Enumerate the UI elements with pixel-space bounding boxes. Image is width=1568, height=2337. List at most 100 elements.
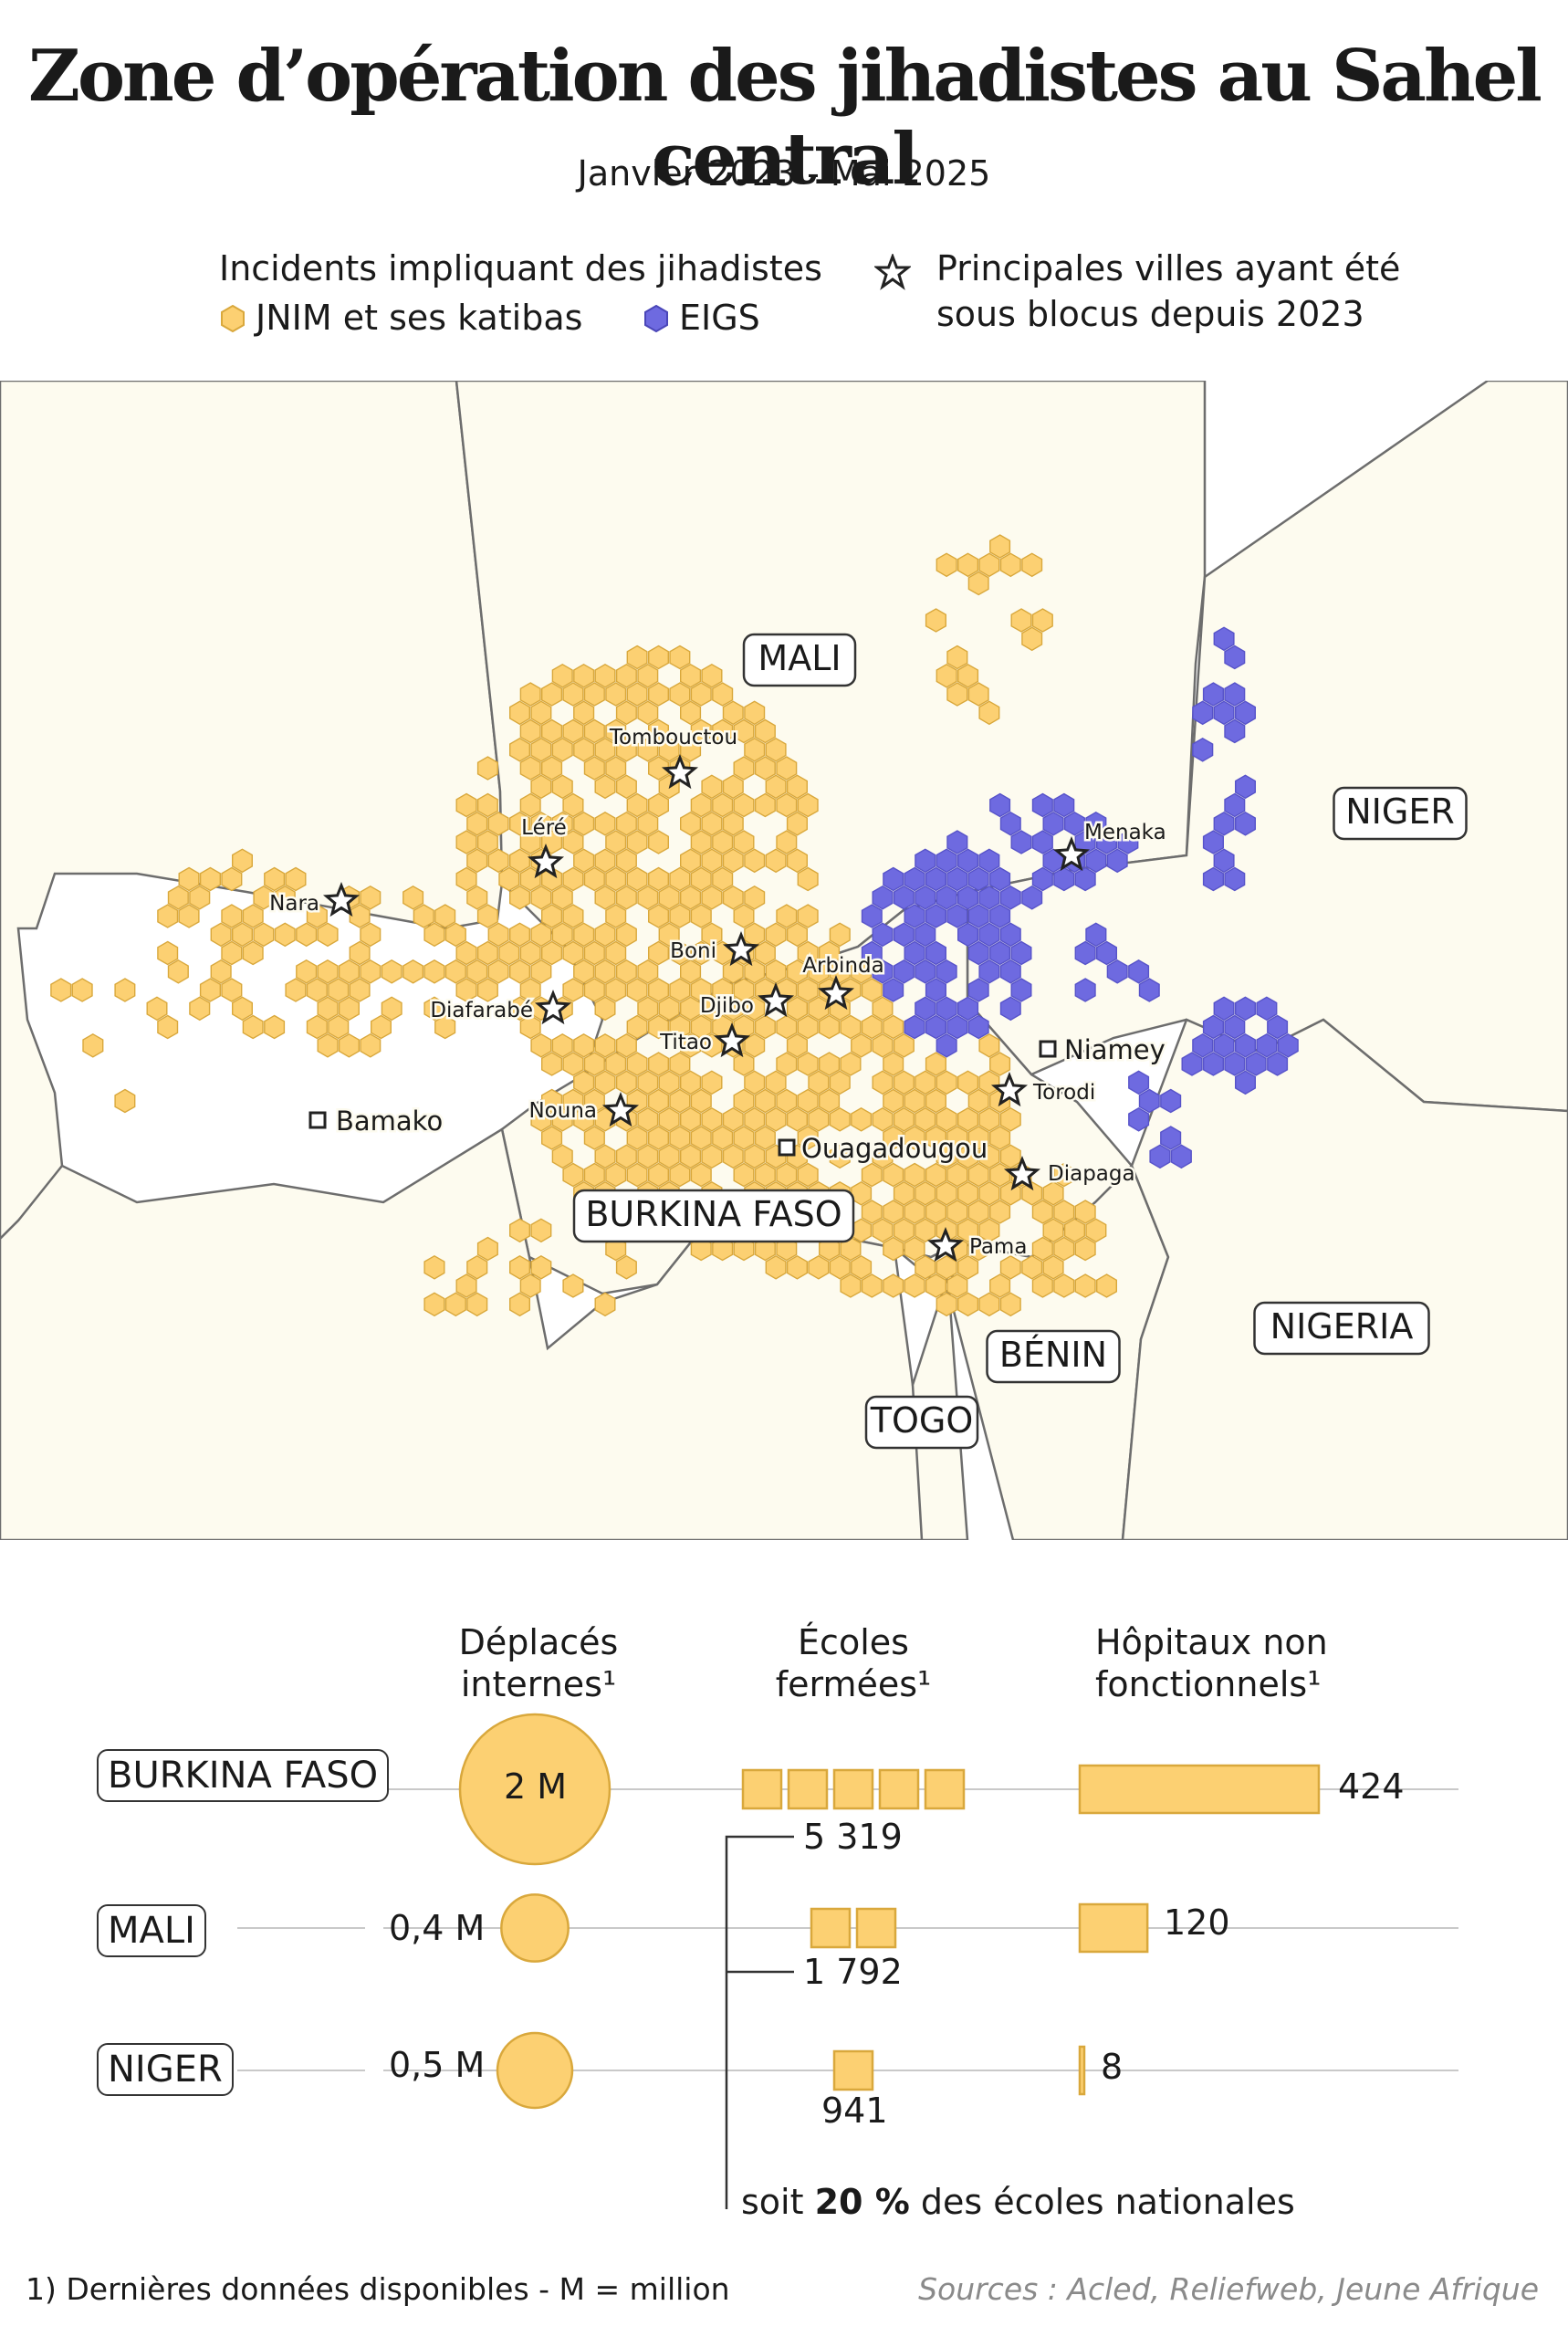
header-displaced: Déplacés internes¹ xyxy=(438,1621,639,1705)
jnim-incident-hex xyxy=(648,718,669,744)
jnim-incident-hex xyxy=(381,996,402,1022)
jnim-incident-hex xyxy=(573,737,595,762)
jnim-incident-hex xyxy=(157,1014,179,1040)
schools-note-post: des écoles nationales xyxy=(909,2182,1295,2222)
map-markers xyxy=(308,753,1091,1263)
jnim-incident-hex xyxy=(573,663,595,688)
jnim-incident-hex xyxy=(626,866,648,892)
jnim-incident-hex xyxy=(808,1070,830,1095)
jnim-incident-hex xyxy=(893,1070,915,1095)
jnim-incident-hex xyxy=(530,1218,552,1243)
jnim-incident-hex xyxy=(722,996,744,1022)
jnim-incident-hex xyxy=(1031,1236,1053,1262)
eigs-incident-hex xyxy=(936,996,957,1022)
jnim-incident-hex xyxy=(956,1180,979,1206)
jnim-incident-hex xyxy=(754,792,776,818)
jnim-incident-hex xyxy=(765,1254,787,1280)
eigs-incident-hex xyxy=(1074,978,1096,1002)
jnim-incident-hex xyxy=(626,645,648,670)
schools-mali: 1 792 xyxy=(803,1952,903,1992)
jnim-incident-hex xyxy=(872,996,894,1022)
jnim-incident-hex xyxy=(402,885,424,910)
jnim-incident-hex xyxy=(999,1144,1021,1169)
eigs-incident-hex xyxy=(904,1014,925,1040)
page-title: Zone d’opération des jihadistes au Sahel… xyxy=(28,35,1542,201)
jnim-hex-icon xyxy=(221,305,245,332)
jnim-incident-hex xyxy=(904,1088,925,1114)
jnim-incident-hex xyxy=(648,1162,669,1188)
jnim-incident-hex xyxy=(615,1070,637,1095)
jnim-incident-hex xyxy=(509,811,530,836)
eigs-incident-hex xyxy=(989,940,1011,966)
jnim-incident-hex xyxy=(605,830,627,854)
jnim-incident-hex xyxy=(797,940,819,966)
jnim-incident-hex xyxy=(786,959,808,984)
jnim-incident-hex xyxy=(946,1273,968,1298)
jnim-incident-hex xyxy=(744,1070,766,1095)
jnim-incident-hex xyxy=(509,737,530,762)
jnim-incident-hex xyxy=(541,718,563,744)
jnim-incident-hex xyxy=(50,978,72,1002)
jnim-incident-hex xyxy=(487,848,509,874)
header-hospitals-line1: Hôpitaux non xyxy=(1095,1622,1328,1662)
jnim-incident-hex xyxy=(978,1218,1000,1243)
eigs-incident-hex xyxy=(999,959,1021,984)
jnim-incident-hex xyxy=(956,1254,979,1280)
jnim-incident-hex xyxy=(530,1032,552,1058)
jnim-incident-hex xyxy=(840,1273,862,1298)
jnim-incident-hex xyxy=(861,1162,883,1188)
capital-square-icon xyxy=(1039,1040,1057,1058)
jnim-incident-hex xyxy=(605,940,627,966)
jnim-incident-hex xyxy=(989,1052,1011,1076)
jnim-incident-hex xyxy=(519,682,541,707)
displaced-mali: 0,4 M xyxy=(389,1908,486,1948)
eigs-incident-hex xyxy=(893,959,915,984)
jnim-incident-hex xyxy=(904,1273,925,1298)
eigs-incident-hex xyxy=(1074,866,1096,892)
jnim-incident-hex xyxy=(1074,1200,1096,1224)
jnim-incident-hex xyxy=(690,978,712,1002)
jnim-incident-hex xyxy=(317,996,339,1022)
jnim-incident-hex xyxy=(626,682,648,707)
jnim-incident-hex xyxy=(530,774,552,800)
eigs-incident-hex xyxy=(1170,1144,1192,1169)
jnim-incident-hex xyxy=(776,1236,798,1262)
jnim-incident-hex xyxy=(221,978,243,1002)
jnim-incident-hex xyxy=(808,1106,830,1132)
capital-square-icon xyxy=(778,1138,796,1157)
jnim-incident-hex xyxy=(1031,1200,1053,1224)
jnim-incident-hex xyxy=(317,1032,339,1058)
jnim-incident-hex xyxy=(978,552,1000,578)
jnim-incident-hex xyxy=(466,848,488,874)
jnim-incident-hex xyxy=(999,1254,1021,1280)
eigs-incident-hex xyxy=(1202,830,1225,854)
jnim-incident-hex xyxy=(648,978,669,1002)
jnim-incident-hex xyxy=(306,1014,328,1040)
jnim-incident-hex xyxy=(615,1144,637,1169)
jnim-incident-hex xyxy=(487,811,509,836)
jnim-incident-hex xyxy=(690,1162,712,1188)
jnim-incident-hex xyxy=(872,1144,894,1169)
star-icon xyxy=(1003,1155,1041,1191)
legend-eigs-label: EIGS xyxy=(679,298,760,338)
eigs-incident-hex xyxy=(1192,700,1214,726)
capital-label: Bamako xyxy=(336,1106,443,1137)
jnim-incident-hex xyxy=(680,663,702,688)
eigs-incident-hex xyxy=(1160,1088,1182,1114)
eigs-incident-hex xyxy=(872,922,894,948)
eigs-hex-icon xyxy=(644,305,668,332)
jnim-incident-hex xyxy=(819,940,841,966)
jnim-incident-hex xyxy=(371,1014,392,1040)
jnim-incident-hex xyxy=(744,700,766,726)
svg-text:BURKINA FASO: BURKINA FASO xyxy=(585,1194,841,1234)
eigs-incident-hex xyxy=(946,904,968,928)
jnim-incident-hex xyxy=(423,1254,445,1280)
jnim-incident-hex xyxy=(797,1052,819,1076)
jnim-incident-hex xyxy=(946,645,968,670)
jnim-incident-hex xyxy=(744,996,766,1022)
jnim-incident-hex xyxy=(893,1218,915,1243)
jnim-incident-hex xyxy=(680,1032,702,1058)
jnim-incident-hex xyxy=(615,1254,637,1280)
jnim-incident-hex xyxy=(605,1236,627,1262)
jnim-incident-hex xyxy=(82,1032,104,1058)
